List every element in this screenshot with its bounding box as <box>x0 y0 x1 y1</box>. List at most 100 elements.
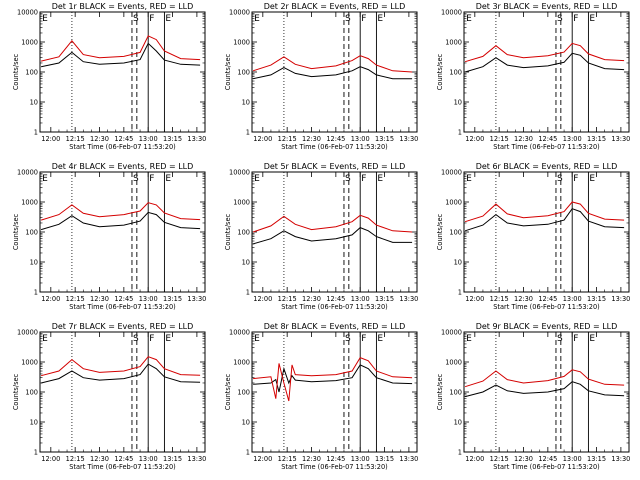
chart-title: Det 2r BLACK = Events, RED = LLD <box>264 2 406 11</box>
event-marker-label: E <box>42 334 48 344</box>
x-tick-label: 12:30 <box>90 295 109 303</box>
x-tick-label: 12:15 <box>66 295 85 303</box>
plot-frame <box>39 171 206 293</box>
y-tick-label: 10000 <box>229 329 250 337</box>
x-tick-label: 12:30 <box>302 295 321 303</box>
x-axis-label: Start Time (06-Feb-07 11:53:20) <box>281 463 388 471</box>
y-tick-label: 10 <box>242 99 250 107</box>
plot-frame <box>39 11 206 133</box>
x-tick-label: 12:45 <box>538 295 557 303</box>
series-line-events <box>464 52 625 73</box>
x-tick-label: 13:30 <box>187 135 206 143</box>
event-marker-label: F <box>149 174 154 184</box>
x-axis-label: Start Time (06-Feb-07 11:53:20) <box>493 463 600 471</box>
event-marker-label: F <box>573 334 578 344</box>
x-tick-label: 13:15 <box>375 135 394 143</box>
x-tick-label: 12:30 <box>90 455 109 463</box>
y-tick-label: 1000 <box>21 359 38 367</box>
event-marker-label: E <box>254 334 260 344</box>
event-marker-label: E <box>42 174 48 184</box>
series-line-events <box>464 381 625 398</box>
x-tick-label: 12:00 <box>41 135 60 143</box>
x-tick-label: 12:15 <box>278 295 297 303</box>
event-marker-label: F <box>573 174 578 184</box>
chart-panel-6: Det 6r BLACK = Events, RED = LLD 1 10 100 10… <box>436 162 630 311</box>
event-marker-label: F <box>361 174 366 184</box>
x-axis-label: Start Time (06-Feb-07 11:53:20) <box>69 143 176 151</box>
series-line-lld <box>40 356 201 377</box>
series-line-events <box>252 227 413 245</box>
y-tick-label: 1 <box>34 289 38 297</box>
x-tick-label: 12:15 <box>490 455 509 463</box>
x-tick-label: 12:30 <box>514 455 533 463</box>
event-marker-label: S <box>133 334 139 344</box>
chart-panel-9: Det 9r BLACK = Events, RED = LLD 1 10 100 10… <box>436 322 630 471</box>
y-tick-label: 1000 <box>445 39 462 47</box>
chart-panel-1: Det 1r BLACK = Events, RED = LLD 1 10 100 10… <box>12 2 206 151</box>
x-tick-label: 13:30 <box>187 295 206 303</box>
event-marker-label: E <box>377 334 383 344</box>
x-tick-label: 13:00 <box>563 135 582 143</box>
event-marker-label: E <box>165 14 171 24</box>
chart-title: Det 7r BLACK = Events, RED = LLD <box>52 322 194 331</box>
event-marker-label: E <box>589 334 595 344</box>
x-tick-label: 13:15 <box>587 135 606 143</box>
x-tick-label: 13:15 <box>163 295 182 303</box>
y-axis-label: Counts/sec <box>12 213 20 250</box>
y-tick-label: 1000 <box>233 359 250 367</box>
chart-panel-4: Det 4r BLACK = Events, RED = LLD 1 10 100 10… <box>12 162 206 311</box>
event-marker-label: E <box>466 14 472 24</box>
x-tick-label: 12:00 <box>465 135 484 143</box>
y-tick-label: 1 <box>246 129 250 137</box>
y-tick-label: 1 <box>246 449 250 457</box>
x-tick-label: 13:30 <box>611 135 630 143</box>
x-tick-label: 13:15 <box>587 295 606 303</box>
y-tick-label: 1000 <box>233 199 250 207</box>
y-axis-label: Counts/sec <box>436 213 444 250</box>
y-tick-label: 100 <box>237 389 250 397</box>
y-tick-label: 100 <box>25 229 38 237</box>
y-tick-label: 10 <box>242 419 250 427</box>
y-tick-label: 10000 <box>229 169 250 177</box>
x-tick-label: 12:00 <box>41 455 60 463</box>
y-tick-label: 10000 <box>441 329 462 337</box>
event-marker-label: S <box>557 14 563 24</box>
y-tick-label: 10 <box>30 419 38 427</box>
x-tick-label: 13:00 <box>351 135 370 143</box>
x-tick-label: 12:45 <box>326 295 345 303</box>
x-tick-label: 12:00 <box>465 295 484 303</box>
y-tick-label: 10 <box>454 99 462 107</box>
x-tick-label: 13:15 <box>587 455 606 463</box>
chart-title: Det 3r BLACK = Events, RED = LLD <box>476 2 618 11</box>
series-line-lld <box>40 35 201 62</box>
x-tick-label: 12:00 <box>41 295 60 303</box>
x-tick-label: 13:00 <box>563 295 582 303</box>
chart-title: Det 9r BLACK = Events, RED = LLD <box>476 322 618 331</box>
x-tick-label: 12:00 <box>465 455 484 463</box>
x-tick-label: 12:00 <box>253 455 272 463</box>
y-axis-label: Counts/sec <box>12 53 20 90</box>
x-tick-label: 12:45 <box>326 135 345 143</box>
event-marker-label: S <box>557 334 563 344</box>
x-tick-label: 12:15 <box>490 135 509 143</box>
y-tick-label: 10 <box>30 259 38 267</box>
y-tick-label: 1000 <box>21 199 38 207</box>
y-tick-label: 1 <box>458 129 462 137</box>
x-tick-label: 12:30 <box>302 455 321 463</box>
y-tick-label: 10000 <box>17 169 38 177</box>
x-tick-label: 13:30 <box>399 455 418 463</box>
x-tick-label: 12:30 <box>302 135 321 143</box>
event-marker-label: E <box>42 14 48 24</box>
x-tick-label: 12:15 <box>66 455 85 463</box>
y-tick-label: 1 <box>458 289 462 297</box>
y-tick-label: 100 <box>25 69 38 77</box>
chart-panel-2: Det 2r BLACK = Events, RED = LLD 1 10 100 10… <box>224 2 418 151</box>
x-tick-label: 12:30 <box>514 295 533 303</box>
y-tick-label: 10000 <box>441 9 462 17</box>
x-tick-label: 13:30 <box>611 455 630 463</box>
y-tick-label: 100 <box>449 229 462 237</box>
event-marker-label: F <box>149 14 154 24</box>
event-marker-label: F <box>149 334 154 344</box>
event-marker-label: E <box>466 174 472 184</box>
event-marker-label: E <box>377 174 383 184</box>
